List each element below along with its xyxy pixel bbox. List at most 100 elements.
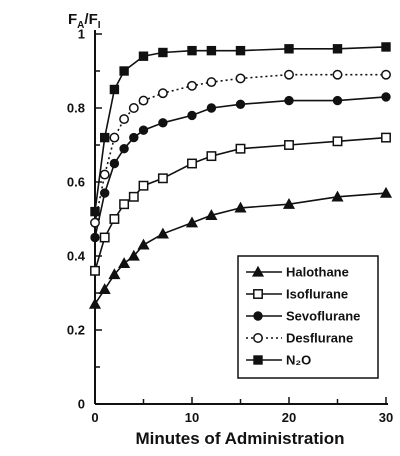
data-point [381, 42, 391, 52]
data-point [282, 197, 296, 209]
series-line [94, 46, 387, 212]
series-0 [88, 186, 393, 309]
data-point [137, 238, 150, 250]
y-axis-title-sub-den: I [98, 20, 101, 31]
data-point [138, 51, 149, 61]
data-point [284, 95, 294, 106]
y-tick-label: 0.2 [67, 323, 85, 338]
y-axis-title-base: F [68, 11, 77, 28]
legend-marker [253, 289, 263, 299]
legend-marker [253, 311, 263, 321]
legend-marker [253, 355, 263, 365]
legend-label: Sevoflurane [286, 309, 360, 324]
x-axis-title: Minutes of Administration [135, 429, 344, 448]
data-point [206, 45, 217, 56]
data-point [284, 44, 294, 54]
data-point [185, 216, 199, 228]
y-axis-title-sep: /F [84, 11, 97, 28]
data-point [234, 201, 247, 213]
data-point [157, 173, 168, 184]
data-point [158, 118, 168, 128]
data-point [284, 140, 294, 150]
data-point [332, 95, 343, 106]
x-tick-label: 20 [282, 410, 296, 425]
x-tick-label: 10 [185, 410, 199, 425]
data-point [119, 199, 130, 210]
data-point [187, 45, 197, 56]
data-point [332, 69, 343, 80]
data-point [284, 69, 294, 80]
data-point [187, 158, 197, 169]
data-point [138, 95, 149, 106]
data-point [90, 206, 100, 217]
x-tick-label: 30 [379, 410, 393, 425]
data-point [381, 69, 391, 80]
data-point [235, 73, 246, 84]
data-point [99, 232, 110, 243]
y-tick-label: 0.4 [67, 249, 86, 264]
data-point [381, 132, 391, 143]
data-point [129, 132, 139, 143]
series-1 [90, 132, 391, 276]
y-tick-label: 0 [78, 397, 85, 412]
data-point [88, 297, 102, 309]
x-tick-label: 0 [91, 410, 98, 425]
data-point [206, 103, 217, 113]
data-point [235, 143, 246, 154]
data-point [109, 84, 120, 95]
y-tick-label: 0.6 [67, 175, 85, 190]
data-point [127, 249, 140, 261]
data-point [119, 114, 130, 125]
series-line [94, 96, 387, 238]
data-point [187, 80, 197, 91]
y-axis-title: FA/FI [68, 11, 101, 31]
data-point [158, 47, 168, 58]
series-2 [90, 92, 391, 243]
data-point [206, 77, 217, 88]
y-tick-label: 0.8 [67, 101, 85, 116]
legend-label: N₂O [286, 353, 311, 368]
data-point [100, 132, 110, 143]
legend-marker [251, 265, 265, 277]
axes: 00.20.40.60.810 10 20 30 [67, 27, 393, 426]
data-point [157, 88, 168, 99]
data-point [119, 144, 129, 154]
data-point [108, 268, 121, 280]
data-point [381, 92, 391, 102]
legend-label: Desflurane [286, 331, 353, 346]
legend-label: Halothane [286, 265, 349, 280]
data-point [90, 217, 100, 228]
data-point [332, 44, 343, 54]
data-point [99, 169, 110, 180]
data-point [90, 232, 100, 243]
data-point [109, 158, 120, 169]
data-point [156, 227, 169, 239]
data-point [205, 209, 218, 220]
data-point [119, 66, 129, 76]
data-point [235, 99, 246, 110]
series-4 [90, 42, 391, 217]
data-point [138, 125, 149, 135]
data-point [331, 190, 344, 202]
data-point [206, 151, 217, 162]
data-point [118, 257, 131, 269]
data-point [98, 283, 111, 294]
y-axis-title-sub-num: A [77, 20, 84, 31]
data-point [187, 110, 197, 121]
data-point [128, 103, 139, 113]
series-layer [88, 42, 393, 309]
data-point [109, 214, 120, 224]
data-point [128, 191, 139, 202]
series-3 [90, 69, 391, 228]
data-point [138, 180, 149, 191]
legend-marker [253, 333, 263, 343]
data-point [332, 136, 343, 147]
data-point [379, 186, 393, 198]
data-point [90, 265, 100, 276]
data-point [109, 132, 120, 143]
legend: Halothane Isoflurane Sevoflurane Desflurane… [237, 255, 379, 379]
y-tick-label: 1 [78, 27, 85, 42]
legend-label: Isoflurane [286, 287, 348, 302]
data-point [235, 45, 246, 56]
